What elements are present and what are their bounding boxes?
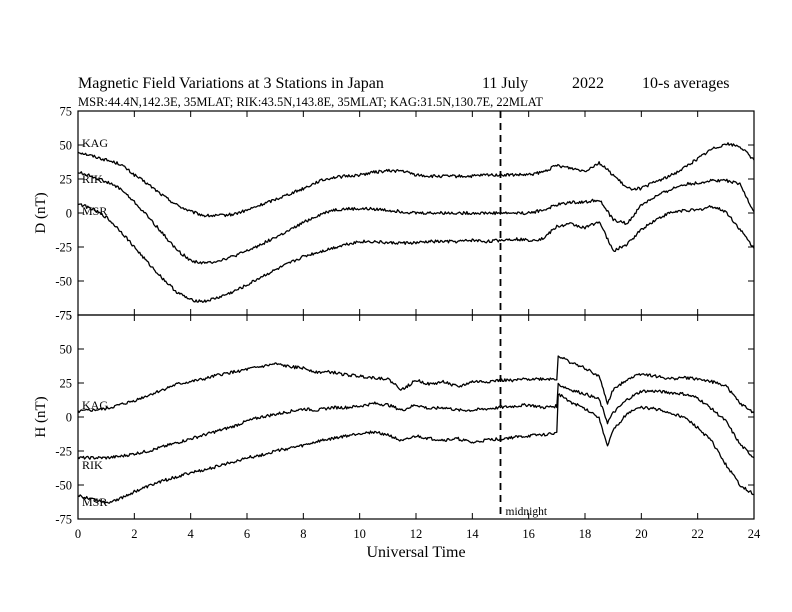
h-x-tick-label: 2: [131, 527, 137, 541]
x-axis-label: Universal Time: [366, 544, 465, 561]
h-x-tick-label: 24: [748, 527, 761, 541]
d-series-label-msr: MSR: [82, 204, 107, 218]
d-y-tick-label: 0: [66, 207, 72, 221]
chart-year: 2022: [572, 75, 604, 92]
h-panel: 75 50 25 0 -25 -50 -75 H (nT) midnight KAG RIK MSR 0…: [33, 309, 761, 562]
d-series-kag-line: [77, 142, 755, 218]
d-y-tick-label: 75: [60, 105, 73, 119]
d-series-msr-line: [77, 203, 755, 303]
d-series-label-rik: RIK: [82, 172, 103, 186]
d-y-tick-label: 50: [60, 139, 73, 153]
chart-averaging: 10-s averages: [642, 75, 730, 92]
h-x-tick-label: 8: [300, 527, 306, 541]
d-series-rik-line: [77, 171, 755, 265]
h-y-tick-label: 75: [60, 309, 73, 323]
d-series-label-kag: KAG: [82, 136, 108, 150]
h-x-tick-label: 20: [635, 527, 648, 541]
h-x-tick-label: 16: [522, 527, 535, 541]
h-series-kag-line: [77, 355, 755, 414]
h-series-label-rik: RIK: [82, 458, 103, 472]
h-x-tick-label: 18: [579, 527, 592, 541]
h-x-tick-label: 0: [75, 527, 81, 541]
h-y-axis-label: H (nT): [33, 396, 49, 437]
h-y-tick-label: -75: [55, 513, 72, 527]
h-y-tick-label: 50: [60, 343, 73, 357]
h-x-tick-label: 6: [244, 527, 250, 541]
d-panel: 75 50 25 0 -25 -50 -75 D (nT) KAG RIK MSR: [33, 105, 755, 323]
h-series-rik-line: [77, 382, 755, 460]
h-x-tick-label: 4: [188, 527, 195, 541]
d-y-tick-label: -75: [55, 309, 72, 323]
d-y-axis-label: D (nT): [33, 192, 49, 233]
h-series-msr-line: [77, 393, 754, 504]
h-y-tick-label: -25: [55, 445, 72, 459]
d-y-tick-label: 25: [60, 173, 73, 187]
h-y-tick-label: -50: [55, 479, 72, 493]
d-y-tick-label: -50: [55, 275, 72, 289]
midnight-label: midnight: [506, 506, 548, 518]
h-x-tick-label: 22: [691, 527, 704, 541]
h-series-label-msr: MSR: [82, 495, 107, 509]
h-y-tick-label: 0: [66, 411, 72, 425]
chart-date: 11 July: [482, 75, 528, 92]
h-y-tick-label: 25: [60, 377, 73, 391]
h-series-label-kag: KAG: [82, 398, 108, 412]
h-panel-frame: [77, 314, 755, 520]
chart-title: Magnetic Field Variations at 3 Stations …: [78, 75, 384, 92]
h-x-tick-label: 12: [410, 527, 423, 541]
h-x-tick-label: 10: [353, 527, 366, 541]
d-y-tick-label: -25: [55, 241, 72, 255]
stations-subtitle: MSR:44.4N,142.3E, 35MLAT; RIK:43.5N,143.…: [78, 95, 543, 109]
h-x-tick-label: 14: [466, 527, 479, 541]
